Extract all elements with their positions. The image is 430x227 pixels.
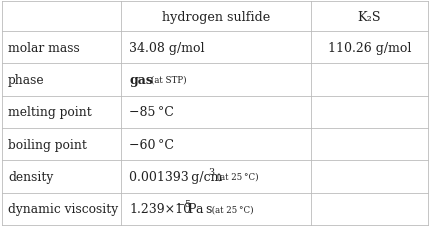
Text: 3: 3 [208,167,215,176]
Text: gas: gas [129,74,153,87]
Text: boiling point: boiling point [8,138,87,151]
Text: (at 25 °C): (at 25 °C) [210,205,254,213]
Text: phase: phase [8,74,45,87]
Text: 0.001393 g/cm: 0.001393 g/cm [129,170,223,183]
Text: dynamic viscosity: dynamic viscosity [8,202,118,215]
Text: hydrogen sulfide: hydrogen sulfide [162,10,270,23]
Text: 34.08 g/mol: 34.08 g/mol [129,42,205,54]
Text: −60 °C: −60 °C [129,138,174,151]
Text: K₂S: K₂S [358,10,381,23]
Text: melting point: melting point [8,106,92,119]
Text: 110.26 g/mol: 110.26 g/mol [328,42,411,54]
Text: 1.239×10: 1.239×10 [129,202,191,215]
Text: −5: −5 [177,200,191,208]
Text: molar mass: molar mass [8,42,80,54]
Text: (at STP): (at STP) [151,76,187,85]
Text: −85 °C: −85 °C [129,106,174,119]
Text: density: density [8,170,53,183]
Text: (at 25 °C): (at 25 °C) [215,172,259,181]
Text: Pa s: Pa s [188,202,213,215]
